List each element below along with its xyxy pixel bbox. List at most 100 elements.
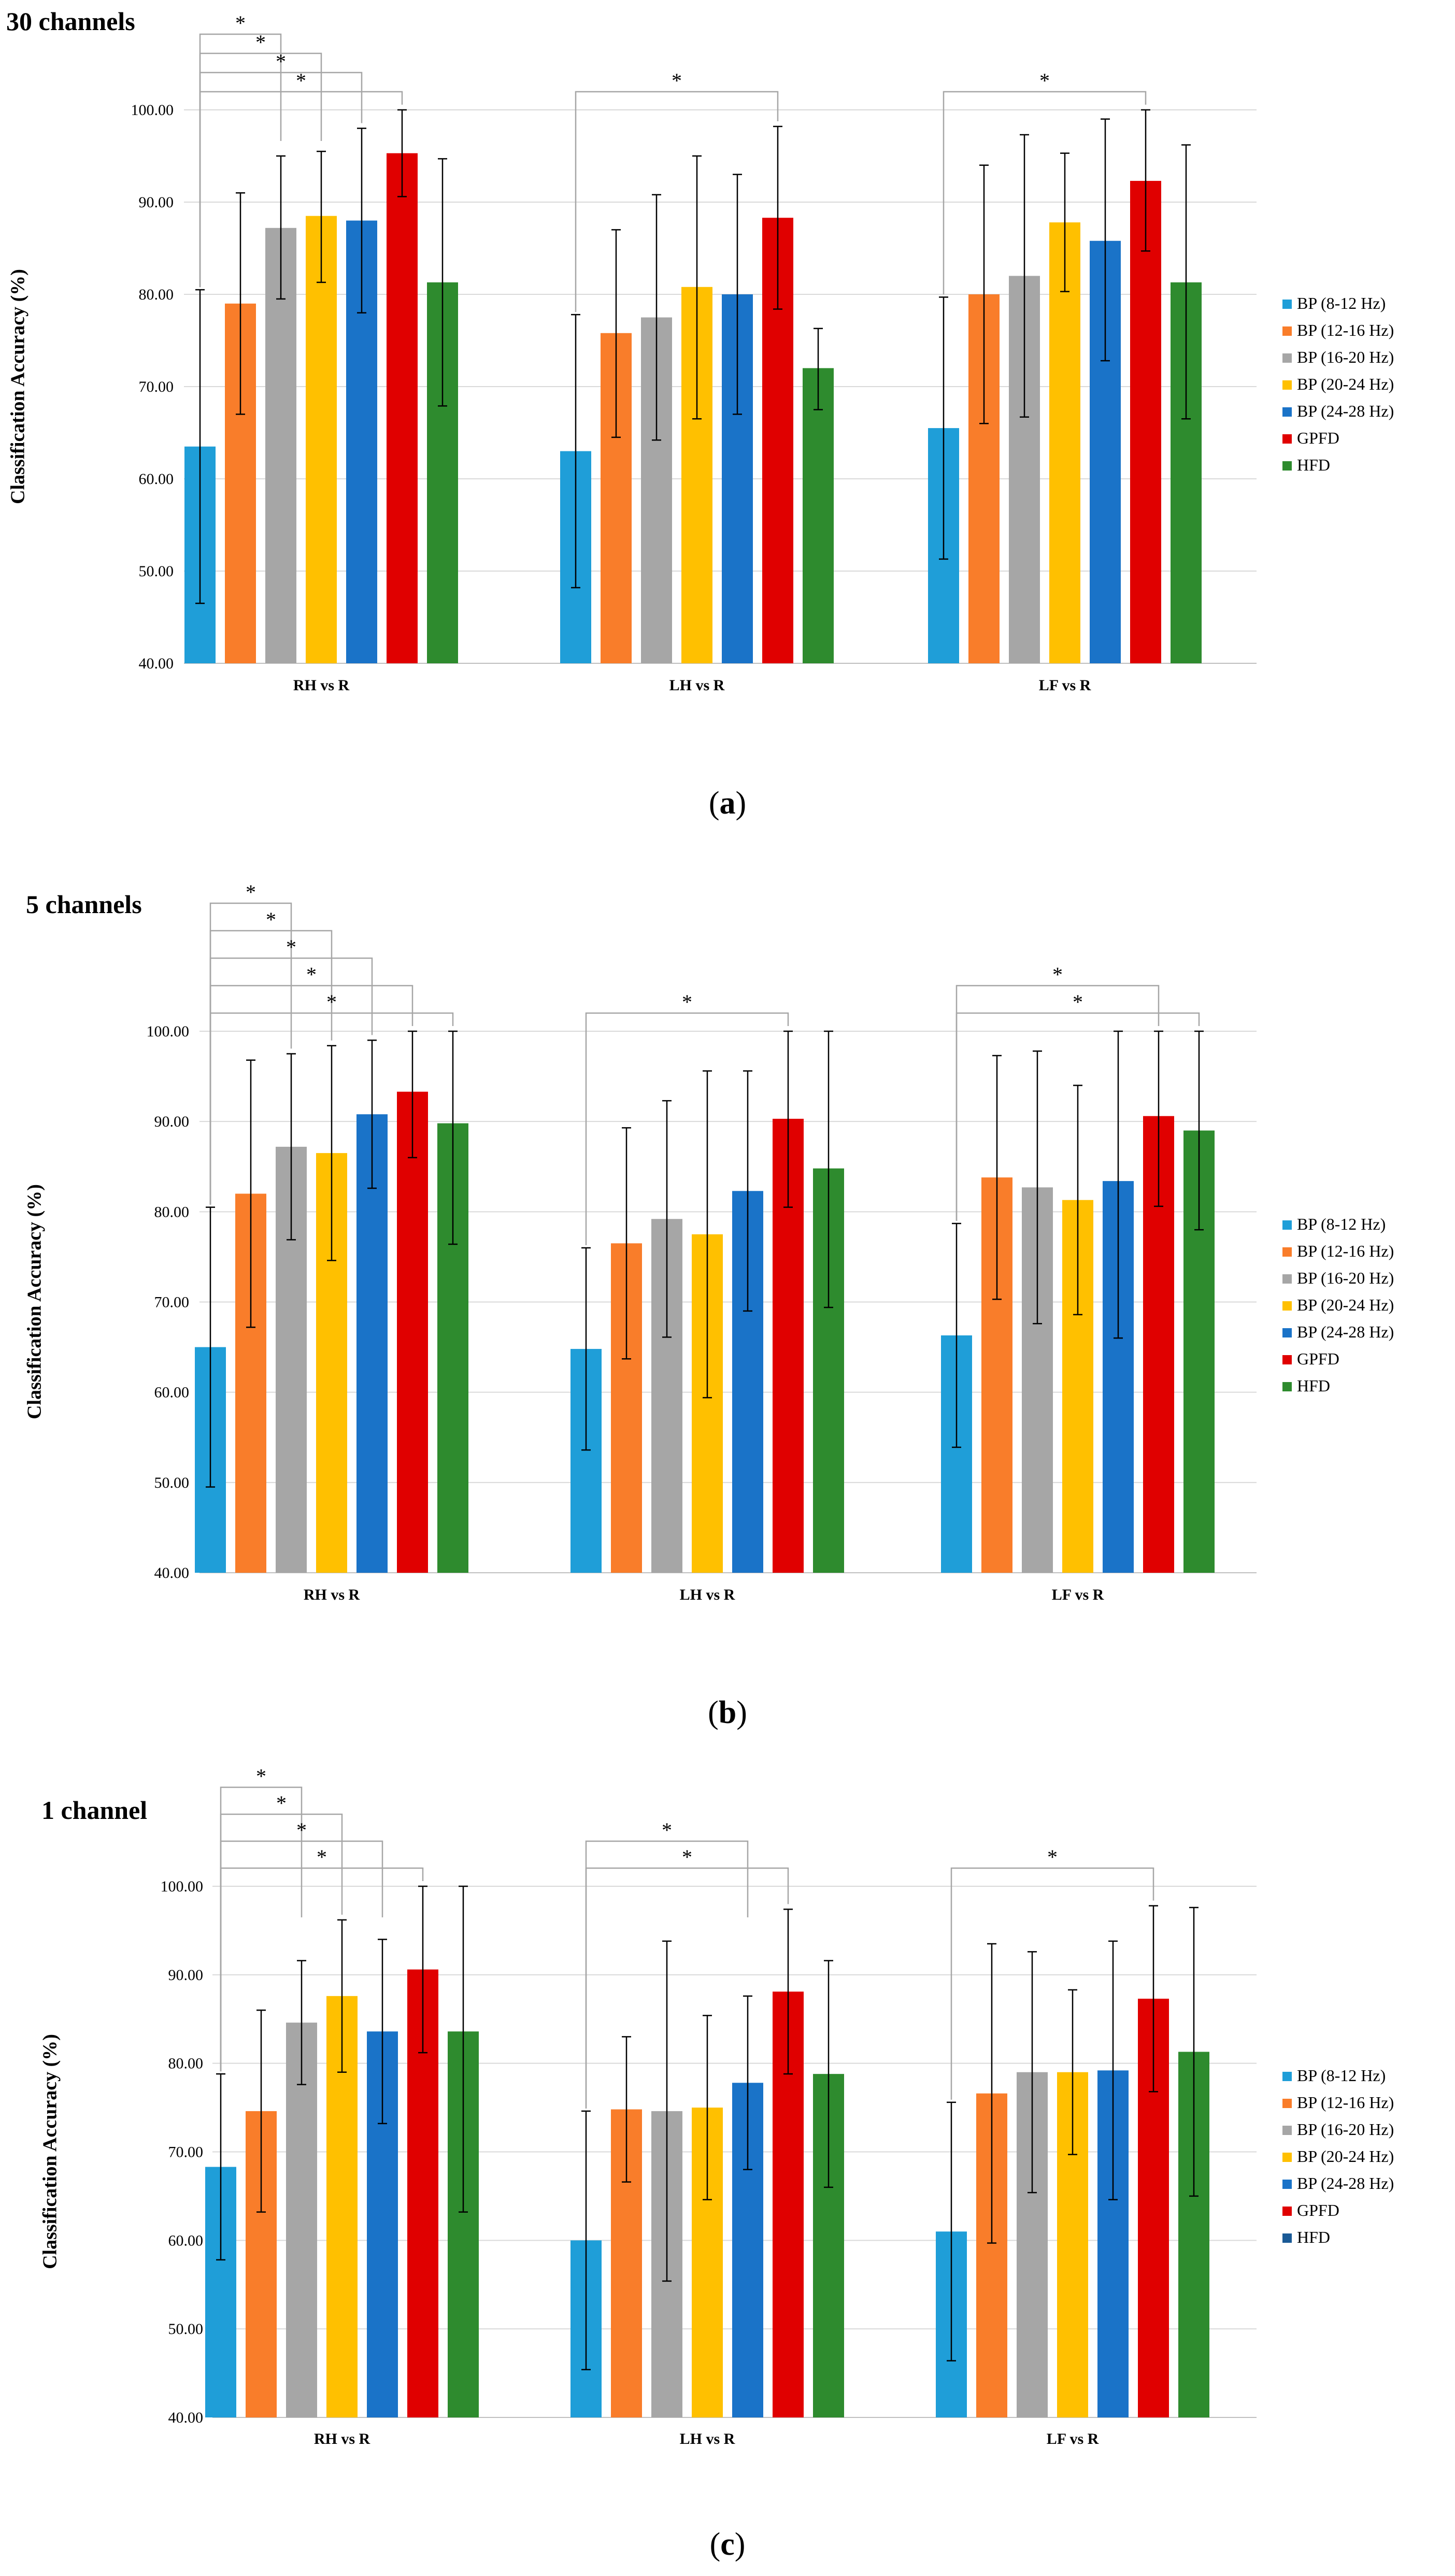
bar-bp-20-24-hz--0	[306, 216, 337, 663]
bar-gpfd-0	[387, 153, 418, 663]
y-axis-label: Classification Accuracy (%)	[39, 2034, 61, 2269]
significance-bracket	[585, 1012, 789, 1245]
significance-star: *	[276, 1791, 287, 1815]
legend-entry: HFD	[1297, 2228, 1330, 2246]
y-tick-label: 40.00	[168, 2409, 204, 2426]
legend-swatch	[1282, 380, 1292, 390]
legend-entry: BP (8-12 Hz)	[1297, 294, 1386, 312]
chart-panel-b: 5 channels 40.00 50.00 60.00 70.00 80.00 90.00…	[24, 880, 1394, 1730]
chart-panel-a: 30 channels 40.00 50.00 60.00 70.00 80.00 90.0…	[6, 7, 1394, 821]
caption-letter: c	[720, 2527, 735, 2562]
significance-bracket	[575, 91, 779, 312]
legend-swatch	[1282, 2153, 1292, 2162]
legend-swatch	[1282, 1274, 1292, 1284]
y-tick-label: 50.00	[154, 1474, 190, 1491]
category-label: LF vs R	[1039, 677, 1091, 694]
significance-star: *	[296, 69, 306, 92]
y-tick-label: 90.00	[168, 1967, 204, 1984]
y-tick-label: 60.00	[168, 2232, 204, 2249]
significance-star: *	[1052, 963, 1063, 986]
significance-bracket	[943, 91, 1147, 295]
legend-entry: BP (24-28 Hz)	[1297, 1322, 1394, 1341]
significance-star: *	[246, 880, 256, 904]
caption-letter: a	[720, 786, 736, 821]
legend-entry: BP (24-28 Hz)	[1297, 402, 1394, 420]
bar-gpfd-2	[1130, 181, 1161, 663]
y-tick-label: 100.00	[147, 1023, 190, 1040]
y-tick-label: 70.00	[168, 2144, 204, 2161]
legend-swatch	[1282, 2072, 1292, 2081]
y-axis-label: Classification Accuracy (%)	[24, 1184, 46, 1419]
caption-close-paren: )	[736, 786, 747, 821]
legend-entry: BP (16-20 Hz)	[1297, 2120, 1394, 2139]
significance-star: *	[326, 990, 337, 1014]
significance-star: *	[672, 69, 682, 92]
y-tick-label: 80.00	[139, 286, 174, 303]
caption-close-paren: )	[735, 2527, 746, 2562]
significance-star: *	[306, 963, 317, 986]
legend-swatch	[1282, 2233, 1292, 2243]
legend-swatch	[1282, 1355, 1292, 1364]
y-tick-label: 100.00	[131, 102, 174, 119]
significance-star: *	[286, 935, 296, 959]
y-tick-label: 90.00	[154, 1113, 190, 1130]
legend-swatch	[1282, 434, 1292, 444]
y-tick-label: 90.00	[139, 194, 174, 211]
y-tick-label: 80.00	[168, 2055, 204, 2072]
legend-entry: HFD	[1297, 1376, 1330, 1395]
significance-star: *	[1047, 1845, 1058, 1869]
significance-star: *	[662, 1818, 672, 1842]
legend-swatch	[1282, 461, 1292, 471]
bar-bp-20-24-hz--2	[1049, 222, 1080, 663]
legend-entry: GPFD	[1297, 1349, 1339, 1368]
legend-swatch	[1282, 407, 1292, 417]
category-label: LH vs R	[680, 1586, 735, 1603]
legend-swatch	[1282, 300, 1292, 309]
significance-star: *	[317, 1845, 327, 1869]
figure-caption: (c)	[710, 2527, 746, 2562]
legend-entry: GPFD	[1297, 429, 1339, 447]
figure-caption: (b)	[708, 1695, 747, 1730]
caption-open-paren: (	[710, 2527, 721, 2562]
legend-entry: BP (8-12 Hz)	[1297, 2066, 1386, 2085]
caption-open-paren: (	[709, 786, 720, 821]
chart-title: 1 channel	[41, 1796, 147, 1825]
bar-hfd-1	[803, 368, 834, 663]
legend-entry: BP (12-16 Hz)	[1297, 2093, 1394, 2112]
legend-swatch	[1282, 326, 1292, 336]
significance-bracket	[955, 1012, 1200, 1221]
bar-gpfd-0	[397, 1091, 428, 1573]
legend-entry: GPFD	[1297, 2201, 1339, 2219]
y-tick-label: 70.00	[154, 1294, 190, 1311]
y-tick-label: 60.00	[139, 471, 174, 488]
category-label: LH vs R	[669, 677, 725, 694]
legend-swatch	[1282, 1301, 1292, 1311]
legend-entry: BP (16-20 Hz)	[1297, 1269, 1394, 1287]
legend-swatch	[1282, 1247, 1292, 1257]
legend-entry: BP (20-24 Hz)	[1297, 375, 1394, 393]
legend-entry: HFD	[1297, 456, 1330, 474]
chart-title: 5 channels	[26, 890, 142, 919]
legend-swatch	[1282, 353, 1292, 363]
figure-caption: (a)	[709, 786, 746, 821]
legend-entry: BP (20-24 Hz)	[1297, 1296, 1394, 1314]
significance-star: *	[266, 908, 276, 931]
category-label: LF vs R	[1052, 1586, 1104, 1603]
bar-bp-24-28-hz--0	[356, 1114, 388, 1573]
category-label: LF vs R	[1047, 2430, 1099, 2447]
legend-swatch	[1282, 2099, 1292, 2108]
legend-entry: BP (24-28 Hz)	[1297, 2174, 1394, 2193]
chart-title: 30 channels	[6, 7, 135, 36]
caption-close-paren: )	[736, 1695, 747, 1730]
legend-entry: BP (8-12 Hz)	[1297, 1215, 1386, 1233]
y-tick-label: 50.00	[139, 563, 174, 580]
significance-star: *	[296, 1818, 307, 1842]
significance-bracket	[220, 1867, 424, 2072]
y-tick-label: 70.00	[139, 378, 174, 395]
significance-bracket	[199, 91, 403, 288]
legend-entry: BP (12-16 Hz)	[1297, 321, 1394, 339]
significance-bracket	[950, 1867, 1154, 2100]
legend-entry: BP (12-16 Hz)	[1297, 1242, 1394, 1260]
y-tick-label: 80.00	[154, 1203, 190, 1220]
